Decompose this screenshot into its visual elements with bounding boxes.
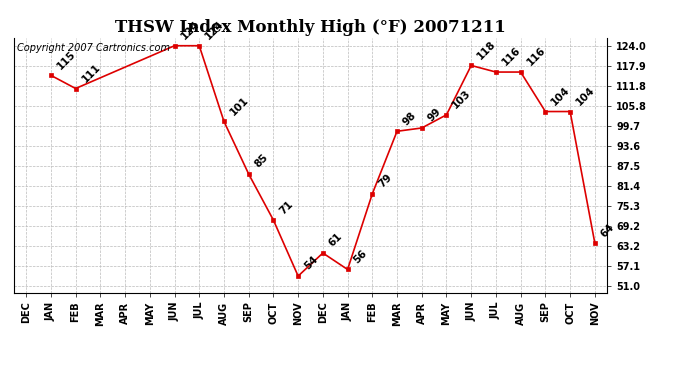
- Text: 79: 79: [377, 172, 394, 190]
- Text: 116: 116: [525, 45, 547, 68]
- Text: 104: 104: [574, 85, 597, 107]
- Text: 103: 103: [451, 88, 473, 111]
- Text: 56: 56: [352, 248, 369, 265]
- Text: 61: 61: [327, 231, 344, 249]
- Text: 99: 99: [426, 106, 443, 124]
- Text: 115: 115: [55, 49, 77, 71]
- Text: 124: 124: [204, 19, 226, 42]
- Text: 124: 124: [179, 19, 201, 42]
- Text: 111: 111: [80, 62, 102, 84]
- Text: 118: 118: [475, 39, 497, 61]
- Text: Copyright 2007 Cartronics.com: Copyright 2007 Cartronics.com: [17, 43, 170, 52]
- Text: 98: 98: [401, 110, 418, 127]
- Text: 104: 104: [549, 85, 572, 107]
- Text: 116: 116: [500, 45, 522, 68]
- Title: THSW Index Monthly High (°F) 20071211: THSW Index Monthly High (°F) 20071211: [115, 19, 506, 36]
- Text: 101: 101: [228, 95, 250, 117]
- Text: 85: 85: [253, 153, 270, 170]
- Text: 71: 71: [277, 198, 295, 216]
- Text: 54: 54: [302, 255, 319, 272]
- Text: 64: 64: [599, 222, 616, 239]
